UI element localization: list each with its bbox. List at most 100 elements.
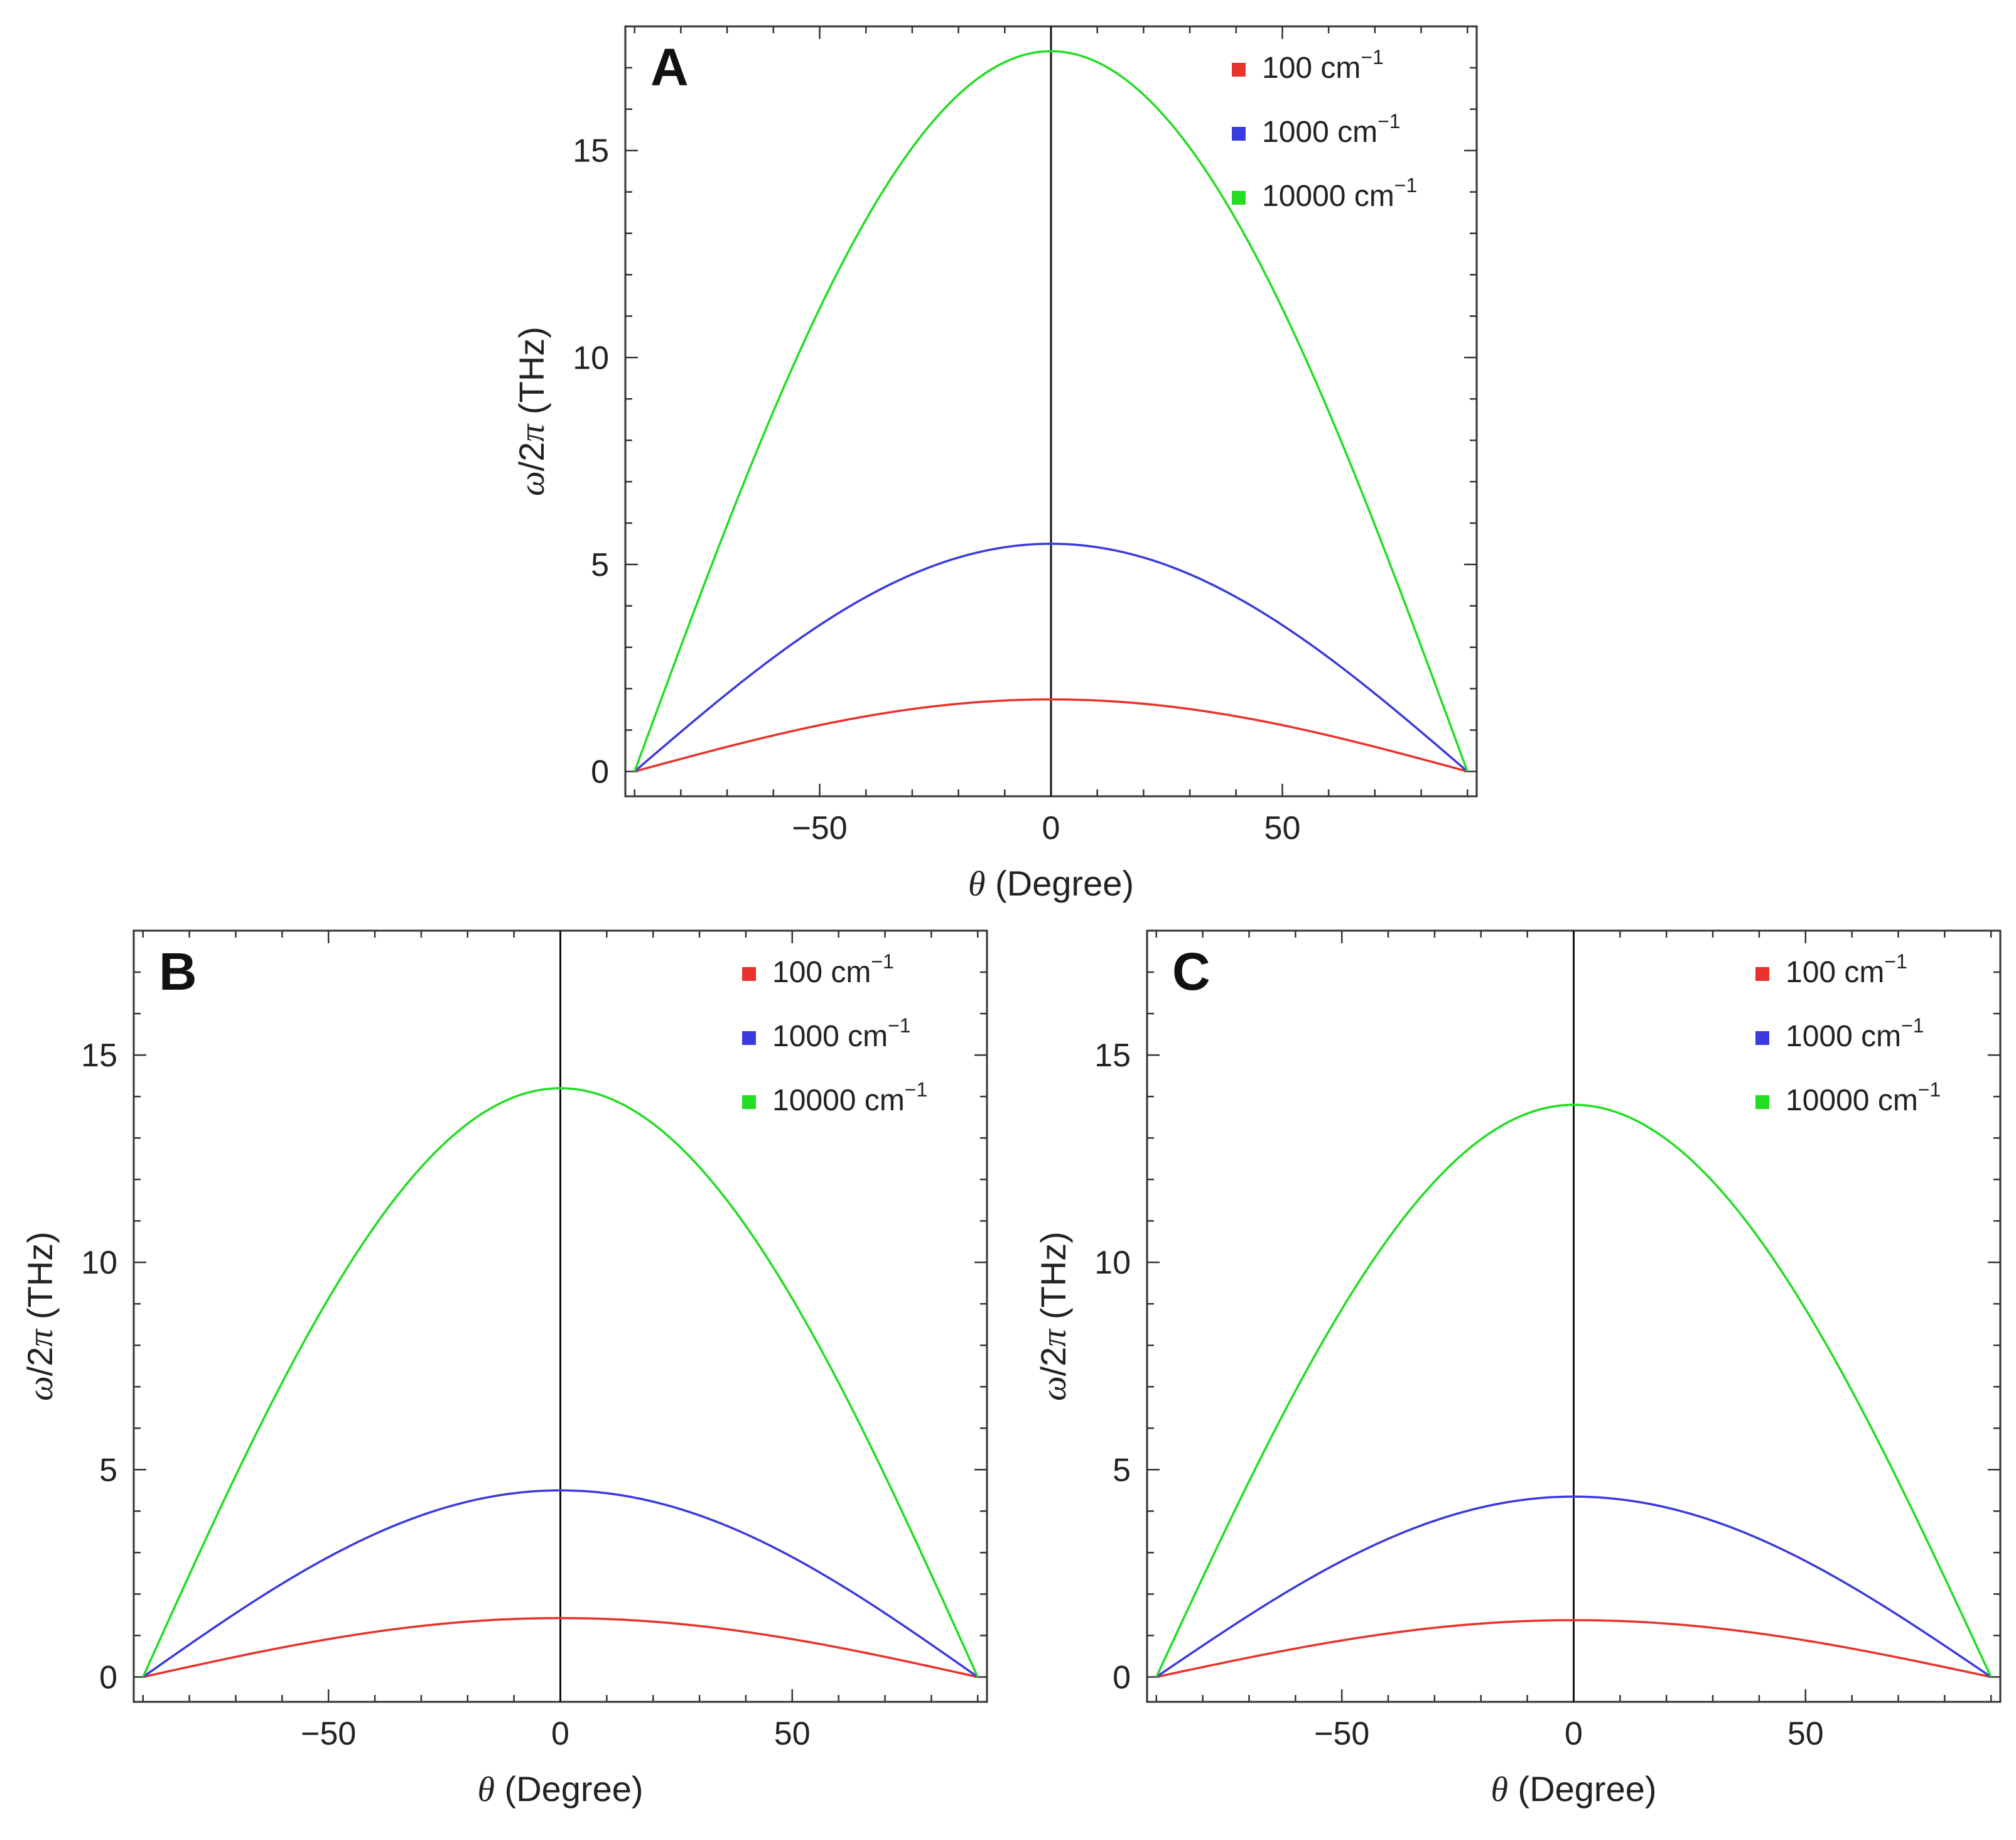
legend-swatch [1232,191,1246,205]
series-line-3 [142,1087,979,1678]
y-axis-title: ω/2π (THz) [512,327,552,496]
legend-entry: 10000 cm−1 [772,1078,927,1117]
legend-entry-sup: −1 [1361,46,1383,68]
y-tick-label: 15 [1094,1037,1131,1074]
x-tick-label: 0 [1565,1716,1583,1752]
legend-entry-sup: −1 [1394,174,1417,197]
y-axis-title-text: /2 [512,442,551,472]
y-axis-title: ω/2π (THz) [20,1231,60,1401]
y-tick-label: 10 [81,1245,117,1281]
x-tick-label: −50 [1314,1716,1369,1752]
legend-swatch [742,1095,756,1109]
y-axis-title-pi: π [1035,1328,1074,1347]
y-tick-label: 5 [1113,1452,1131,1488]
series-line-1 [1156,1619,1992,1679]
legend-entry: 100 cm−1 [1786,950,1907,989]
legend-entry-sup: −1 [871,950,893,973]
legend-entry: 1000 cm−1 [772,1014,911,1053]
x-tick-label: 0 [551,1716,569,1752]
x-axis-title-symbol: θ [968,865,986,904]
legend-entry-text: 100 cm [1262,51,1361,85]
y-axis-title: ω/2π (THz) [1033,1231,1074,1401]
y-tick-label: 10 [1094,1245,1131,1281]
x-tick-label: 50 [1787,1716,1824,1752]
legend-entry-sup: −1 [1377,110,1400,133]
y-axis-title-text: /2 [20,1347,60,1377]
x-tick-label: 50 [1264,810,1301,847]
y-axis-title-unit: (THz) [512,327,551,425]
series-line-2 [1155,1495,1992,1678]
y-axis-title-unit: (THz) [1033,1231,1073,1329]
x-axis-title-symbol: θ [1490,1770,1508,1809]
ticks [625,26,1477,796]
series-line-2 [633,543,1469,772]
legend-entry-text: 1000 cm [772,1020,888,1053]
legend-entry-sup: −1 [1918,1078,1941,1101]
legend-entry-sup: −1 [1884,950,1907,973]
y-axis-title-pi: π [513,423,552,442]
legend-swatch [1232,63,1246,77]
y-tick-label: 15 [81,1037,117,1074]
x-axis-title-text: (Degree) [1508,1769,1657,1809]
x-tick-label: 0 [1042,810,1060,847]
series-line-3 [633,50,1469,772]
legend-entry: 100 cm−1 [772,950,894,989]
panel-label: C [1172,942,1210,1001]
legend-entry-text: 10000 cm [1262,180,1394,213]
legend-swatch [1755,1031,1769,1045]
x-tick-label: −50 [792,810,847,847]
ticks [1147,931,2000,1702]
y-tick-label: 0 [591,754,609,790]
x-axis-title: θ (Degree) [968,863,1134,904]
legend-swatch [1755,1095,1769,1109]
legend-swatch [742,1031,756,1045]
legend-entry: 1000 cm−1 [1786,1014,1924,1053]
y-axis-title-text: /2 [1033,1347,1073,1377]
legend-entry: 100 cm−1 [1262,46,1384,85]
series-line-1 [634,698,1468,773]
legend-swatch [1755,967,1769,981]
legend-entry: 10000 cm−1 [1786,1078,1941,1117]
y-tick-label: 5 [591,547,609,583]
legend-entry: 1000 cm−1 [1262,110,1401,149]
x-axis-title: θ (Degree) [477,1769,643,1809]
x-tick-label: −50 [301,1716,356,1752]
legend-entry-sup: −1 [888,1014,910,1037]
legend-entry-text: 10000 cm [1786,1084,1918,1117]
legend-entry-text: 100 cm [772,956,871,989]
y-tick-label: 0 [99,1659,117,1696]
panel-label: A [650,38,689,97]
x-axis-title-text: (Degree) [985,863,1134,903]
panel-label: B [159,942,197,1001]
legend-entry-sup: −1 [905,1078,927,1101]
legend-entry: 10000 cm−1 [1262,174,1417,213]
y-axis-title-symbol: ω [1035,1376,1074,1401]
y-tick-label: 10 [573,340,609,376]
series-line-1 [143,1616,978,1679]
legend-swatch [1232,127,1246,141]
legend-entry-sup: −1 [1901,1014,1924,1037]
legend-entry-text: 1000 cm [1786,1020,1901,1053]
x-axis-title-symbol: θ [477,1770,495,1809]
x-axis-title: θ (Degree) [1490,1769,1656,1809]
x-axis-title-text: (Degree) [495,1769,644,1809]
x-tick-label: 50 [774,1716,811,1752]
y-axis-title-unit: (THz) [20,1231,60,1329]
y-axis-title-symbol: ω [513,471,552,496]
y-tick-label: 0 [1113,1659,1131,1696]
legend-entry-text: 1000 cm [1262,116,1377,149]
y-tick-label: 15 [573,133,609,170]
y-tick-label: 5 [99,1452,117,1488]
y-axis-title-pi: π [21,1328,60,1347]
series-line-3 [1155,1103,1992,1678]
series-line-2 [142,1489,979,1678]
legend-entry-text: 100 cm [1786,956,1884,989]
legend-entry-text: 10000 cm [772,1084,905,1117]
y-axis-title-symbol: ω [21,1376,60,1401]
